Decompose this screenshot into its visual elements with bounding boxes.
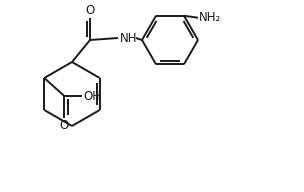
Text: O: O bbox=[60, 119, 69, 132]
Text: NH: NH bbox=[120, 31, 137, 45]
Text: NH₂: NH₂ bbox=[199, 11, 221, 24]
Text: O: O bbox=[85, 4, 95, 17]
Text: OH: OH bbox=[83, 89, 101, 103]
